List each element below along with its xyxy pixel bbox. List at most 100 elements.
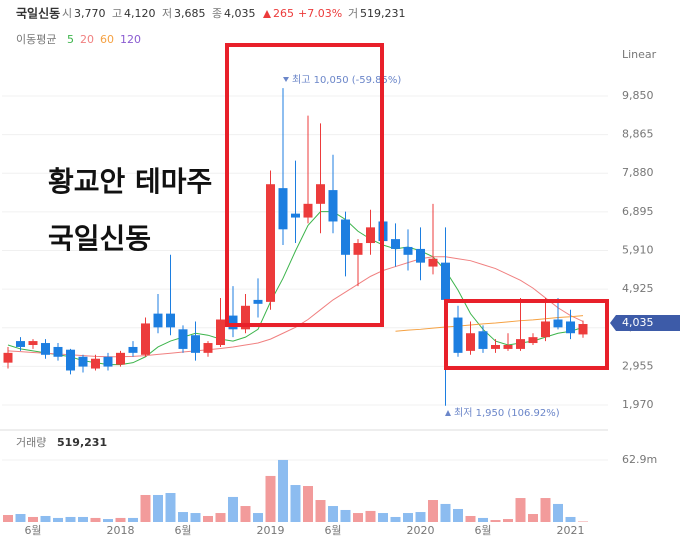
candle-body bbox=[403, 246, 413, 255]
candle-body bbox=[478, 331, 488, 349]
candle-body bbox=[416, 248, 425, 263]
candle-body bbox=[41, 343, 50, 355]
x-tick-label: 6월 bbox=[474, 524, 491, 537]
x-tick-label: 2019 bbox=[257, 524, 285, 537]
candle-body bbox=[128, 346, 138, 353]
volume-bar bbox=[165, 493, 176, 522]
low-label: 저 bbox=[162, 7, 172, 20]
volume-bar bbox=[490, 520, 501, 522]
volume-bar bbox=[153, 494, 163, 522]
up-arrow bbox=[263, 10, 271, 18]
volume-bar bbox=[15, 514, 26, 522]
volume-bar bbox=[215, 513, 226, 522]
volume-bar bbox=[465, 515, 476, 522]
ma-legend: 60 bbox=[100, 33, 114, 46]
volume-tick-label: 62.9m bbox=[622, 453, 657, 466]
y-tick-label: 9,850 bbox=[622, 89, 654, 102]
ma-label: 이동평균 bbox=[16, 33, 56, 46]
volume-bar bbox=[278, 459, 288, 522]
highlight-box bbox=[225, 43, 384, 327]
plot bbox=[3, 88, 588, 522]
volume-bar bbox=[353, 513, 363, 522]
min-annotation: 최저 1,950 (106.92%) bbox=[454, 407, 560, 419]
candle-body bbox=[91, 358, 100, 369]
volume-bar bbox=[528, 514, 538, 522]
y-tick-label: 2,955 bbox=[622, 359, 654, 372]
y-tick-label: 6,895 bbox=[622, 205, 654, 218]
candle-body bbox=[328, 190, 338, 222]
candle-body bbox=[578, 324, 588, 335]
volume-bar bbox=[403, 513, 413, 522]
y-tick-label: 5,910 bbox=[622, 243, 654, 256]
volume-bar bbox=[240, 506, 251, 522]
x-tick-label: 6월 bbox=[174, 524, 191, 537]
candle-body bbox=[253, 299, 263, 304]
candle-body bbox=[166, 313, 175, 328]
volume-bar bbox=[390, 516, 401, 522]
candle-body bbox=[178, 329, 188, 349]
candle-body bbox=[266, 184, 275, 302]
low-value: 3,685 bbox=[174, 7, 206, 20]
candle-body bbox=[153, 313, 163, 328]
candle-body bbox=[316, 184, 325, 204]
high-value: 4,120 bbox=[124, 7, 156, 20]
candle-body bbox=[528, 337, 538, 344]
volume-bar bbox=[115, 517, 126, 522]
change: 265 bbox=[273, 7, 294, 20]
candle-body bbox=[216, 319, 225, 345]
candle-body bbox=[116, 352, 125, 365]
volume-bar bbox=[478, 517, 488, 522]
x-tick-label: 6월 bbox=[24, 524, 41, 537]
volume-bar bbox=[228, 496, 238, 522]
volume-bar bbox=[253, 513, 263, 522]
volume-value: 519,231 bbox=[360, 7, 406, 20]
volume-bar bbox=[315, 500, 326, 522]
volume-bar bbox=[578, 521, 588, 522]
volume-bar bbox=[303, 486, 313, 522]
x-tick-label: 2020 bbox=[407, 524, 435, 537]
volume-bar bbox=[503, 519, 513, 522]
volume-bar bbox=[53, 517, 63, 522]
x-tick-label: 2018 bbox=[107, 524, 135, 537]
volume-panel-value: 519,231 bbox=[57, 436, 107, 449]
candle-body bbox=[516, 339, 525, 349]
candle-body bbox=[303, 203, 313, 218]
candle-body bbox=[241, 305, 250, 330]
max-annotation: 최고 10,050 (-59.85%) bbox=[292, 74, 401, 86]
close-label: 종 bbox=[212, 7, 222, 20]
ma-legend: 20 bbox=[80, 33, 94, 46]
candle-body bbox=[53, 346, 63, 357]
stock-name: 국일신동 bbox=[16, 6, 60, 21]
candle-body bbox=[278, 188, 288, 230]
candle-body bbox=[566, 321, 575, 334]
candle-body bbox=[353, 243, 363, 255]
y-tick-label: 7,880 bbox=[622, 166, 654, 179]
high-label: 고 bbox=[112, 7, 122, 20]
volume-bar bbox=[415, 512, 426, 522]
scale-type[interactable]: Linear bbox=[622, 48, 657, 61]
volume-bar bbox=[378, 513, 388, 522]
volume-bar bbox=[65, 516, 76, 522]
volume-bar bbox=[78, 516, 88, 522]
y-tick-label: 4,925 bbox=[622, 282, 654, 295]
volume-bar bbox=[190, 513, 201, 522]
candle-body bbox=[141, 323, 150, 355]
grid: 1,9702,9553,9404,9255,9106,8957,8808,865… bbox=[2, 89, 657, 537]
volume-bar bbox=[3, 514, 13, 522]
candle-body bbox=[3, 352, 13, 363]
candle-body bbox=[466, 333, 475, 351]
open-value: 3,770 bbox=[74, 7, 106, 20]
volume-label: 거 bbox=[348, 7, 358, 20]
candle-body bbox=[391, 239, 400, 249]
volume-panel-label: 거래량 bbox=[16, 436, 46, 449]
candle-body bbox=[541, 321, 550, 338]
candle-body bbox=[428, 258, 438, 267]
volume-bar bbox=[128, 517, 138, 522]
volume-bar bbox=[565, 516, 576, 522]
candle-body bbox=[66, 349, 75, 371]
moving-average bbox=[7, 256, 584, 358]
moving-average bbox=[395, 315, 584, 332]
last-price: 4,035 bbox=[622, 316, 654, 329]
ma-legend: 5 bbox=[67, 33, 74, 46]
